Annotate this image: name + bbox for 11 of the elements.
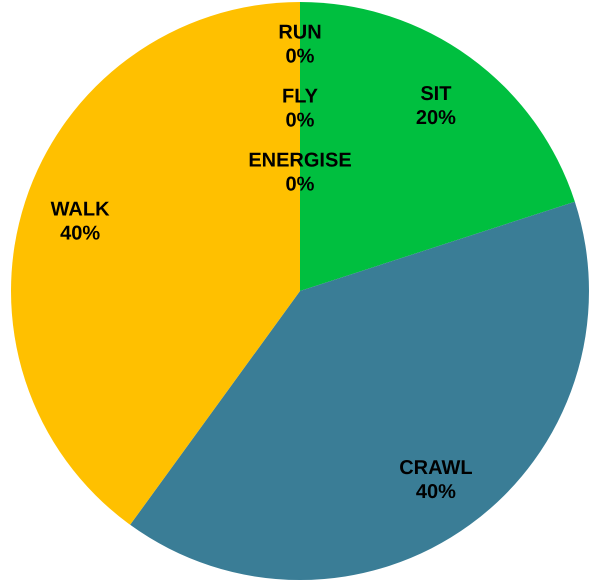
data-label: 40% [416,481,456,504]
text: 0% [286,45,314,68]
data-label: 40% [60,222,100,245]
data-label: 20% [416,106,456,129]
slice-label: CRAWL [399,457,473,480]
category-label: RUN [278,21,322,44]
slice-label: SIT [420,82,452,105]
text: 0% [286,173,314,196]
slice-label: WALK [50,198,110,221]
text: 0% [286,109,314,132]
pie-slice [130,202,588,580]
